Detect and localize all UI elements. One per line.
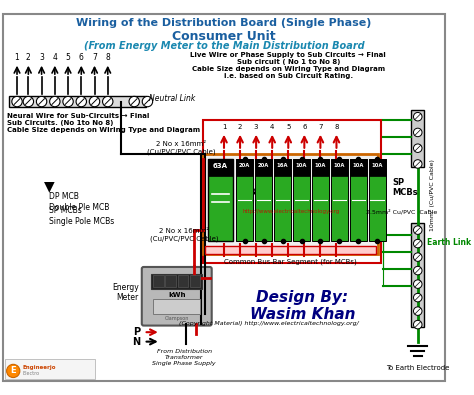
Bar — [331, 159, 348, 241]
Text: Energy
Meter: Energy Meter — [112, 283, 139, 302]
Text: 5: 5 — [286, 124, 291, 130]
Circle shape — [413, 160, 422, 168]
Bar — [151, 274, 202, 289]
Circle shape — [89, 96, 100, 107]
Text: SP
MCBs: SP MCBs — [392, 178, 418, 197]
Bar — [153, 299, 201, 314]
Bar — [203, 120, 381, 263]
Text: 1: 1 — [222, 124, 226, 130]
Bar — [203, 154, 378, 254]
Text: E: E — [10, 367, 16, 375]
Circle shape — [12, 96, 22, 107]
Circle shape — [7, 364, 20, 378]
Bar — [350, 159, 367, 241]
Text: 3: 3 — [254, 124, 258, 130]
Text: DP
MCB: DP MCB — [236, 178, 256, 197]
Circle shape — [50, 96, 60, 107]
Circle shape — [413, 144, 422, 152]
Bar — [208, 159, 233, 241]
Bar — [5, 359, 94, 380]
Text: Common Bus-Bar Segment (for MCBs): Common Bus-Bar Segment (for MCBs) — [224, 258, 357, 265]
Text: 6: 6 — [79, 53, 84, 62]
Text: Design By:
Wasim Khan: Design By: Wasim Khan — [250, 290, 355, 322]
Bar — [255, 159, 272, 176]
Text: Electro: Electro — [23, 371, 40, 376]
Text: 7: 7 — [318, 124, 323, 130]
Text: 6: 6 — [302, 124, 307, 130]
Bar — [293, 159, 310, 241]
Bar — [236, 159, 253, 241]
Circle shape — [76, 96, 86, 107]
Text: 2: 2 — [26, 53, 31, 62]
Bar — [153, 275, 164, 287]
Bar — [255, 159, 272, 241]
Bar — [369, 159, 386, 176]
Text: SP MCBs
Single Pole MCBs: SP MCBs Single Pole MCBs — [49, 207, 114, 226]
Bar — [312, 159, 329, 176]
Text: 8: 8 — [334, 124, 339, 130]
Circle shape — [23, 96, 34, 107]
Text: Engineerjo: Engineerjo — [23, 365, 56, 370]
Text: 63A: 63A — [213, 163, 228, 169]
Bar — [205, 246, 376, 254]
Text: 2.5mm² Cu/PVC  Cable: 2.5mm² Cu/PVC Cable — [366, 209, 438, 214]
Text: 5: 5 — [65, 53, 71, 62]
Text: 7: 7 — [92, 53, 97, 62]
Text: http://www.electricaltechnology.org: http://www.electricaltechnology.org — [242, 209, 339, 214]
Circle shape — [413, 253, 422, 261]
Bar — [190, 275, 201, 287]
Text: DP MCB
Double Ple MCB: DP MCB Double Ple MCB — [49, 192, 109, 212]
Bar — [312, 159, 329, 241]
Bar — [165, 275, 176, 287]
Text: N: N — [132, 337, 140, 347]
Text: (Copyright Material) http://www.electricaltechnology.org/: (Copyright Material) http://www.electric… — [180, 321, 359, 326]
Text: Neural Wire for Sub-Circuits → Final
Sub Circuits. (No 1to No 8)
Cable Size depe: Neural Wire for Sub-Circuits → Final Sub… — [7, 113, 200, 133]
Circle shape — [413, 307, 422, 315]
Text: 10mm² (Cu/PVC Cable): 10mm² (Cu/PVC Cable) — [429, 159, 435, 231]
Circle shape — [413, 266, 422, 275]
Text: Earth Link: Earth Link — [427, 238, 471, 247]
Circle shape — [129, 96, 139, 107]
Text: From Distribution
Transformer
Single Phase Supply: From Distribution Transformer Single Pha… — [153, 349, 216, 366]
Bar — [369, 159, 386, 241]
Bar — [236, 159, 253, 176]
Text: 10A: 10A — [315, 164, 326, 168]
Text: 2 No x 16mm²
(Cu/PVC/PVC Cable): 2 No x 16mm² (Cu/PVC/PVC Cable) — [147, 141, 216, 155]
Text: 4: 4 — [270, 124, 274, 130]
Bar — [411, 110, 424, 167]
Bar — [274, 159, 291, 176]
Text: (From Energy Meter to the Main Distribution Board: (From Energy Meter to the Main Distribut… — [84, 41, 365, 51]
Text: 10A: 10A — [371, 164, 383, 168]
Text: Consumer Unit: Consumer Unit — [172, 30, 276, 43]
Text: ▼: ▼ — [44, 179, 55, 193]
Text: 2 No x 16mm²
(Cu/PVC/PVC Cable): 2 No x 16mm² (Cu/PVC/PVC Cable) — [150, 228, 219, 242]
Circle shape — [413, 128, 422, 137]
Text: To Earth Electrode: To Earth Electrode — [386, 365, 449, 371]
Bar — [208, 159, 233, 176]
Circle shape — [36, 96, 47, 107]
Text: 16A: 16A — [277, 164, 288, 168]
Circle shape — [413, 239, 422, 248]
Text: Wiring of the Distribution Board (Single Phase): Wiring of the Distribution Board (Single… — [76, 19, 372, 28]
Text: 20A: 20A — [239, 164, 250, 168]
Circle shape — [142, 96, 153, 107]
Bar — [331, 159, 348, 176]
Bar — [178, 275, 188, 287]
Circle shape — [413, 113, 422, 121]
Circle shape — [413, 226, 422, 234]
Circle shape — [413, 280, 422, 288]
Bar — [350, 159, 367, 176]
Text: P: P — [133, 327, 140, 337]
Text: Live Wire or Phase Supply to Sub Circuits → Final
Sub circuit ( No 1 to No 8)
Ca: Live Wire or Phase Supply to Sub Circuit… — [191, 53, 386, 79]
Text: 3: 3 — [39, 53, 44, 62]
Text: 8: 8 — [105, 53, 110, 62]
Circle shape — [413, 293, 422, 302]
Circle shape — [102, 96, 113, 107]
FancyBboxPatch shape — [142, 267, 212, 325]
Bar — [411, 224, 424, 327]
Text: 20A: 20A — [258, 164, 269, 168]
Text: Neutral Link: Neutral Link — [149, 94, 196, 103]
Text: kWh: kWh — [168, 292, 185, 297]
Text: 4: 4 — [53, 53, 57, 62]
Text: 2: 2 — [238, 124, 242, 130]
